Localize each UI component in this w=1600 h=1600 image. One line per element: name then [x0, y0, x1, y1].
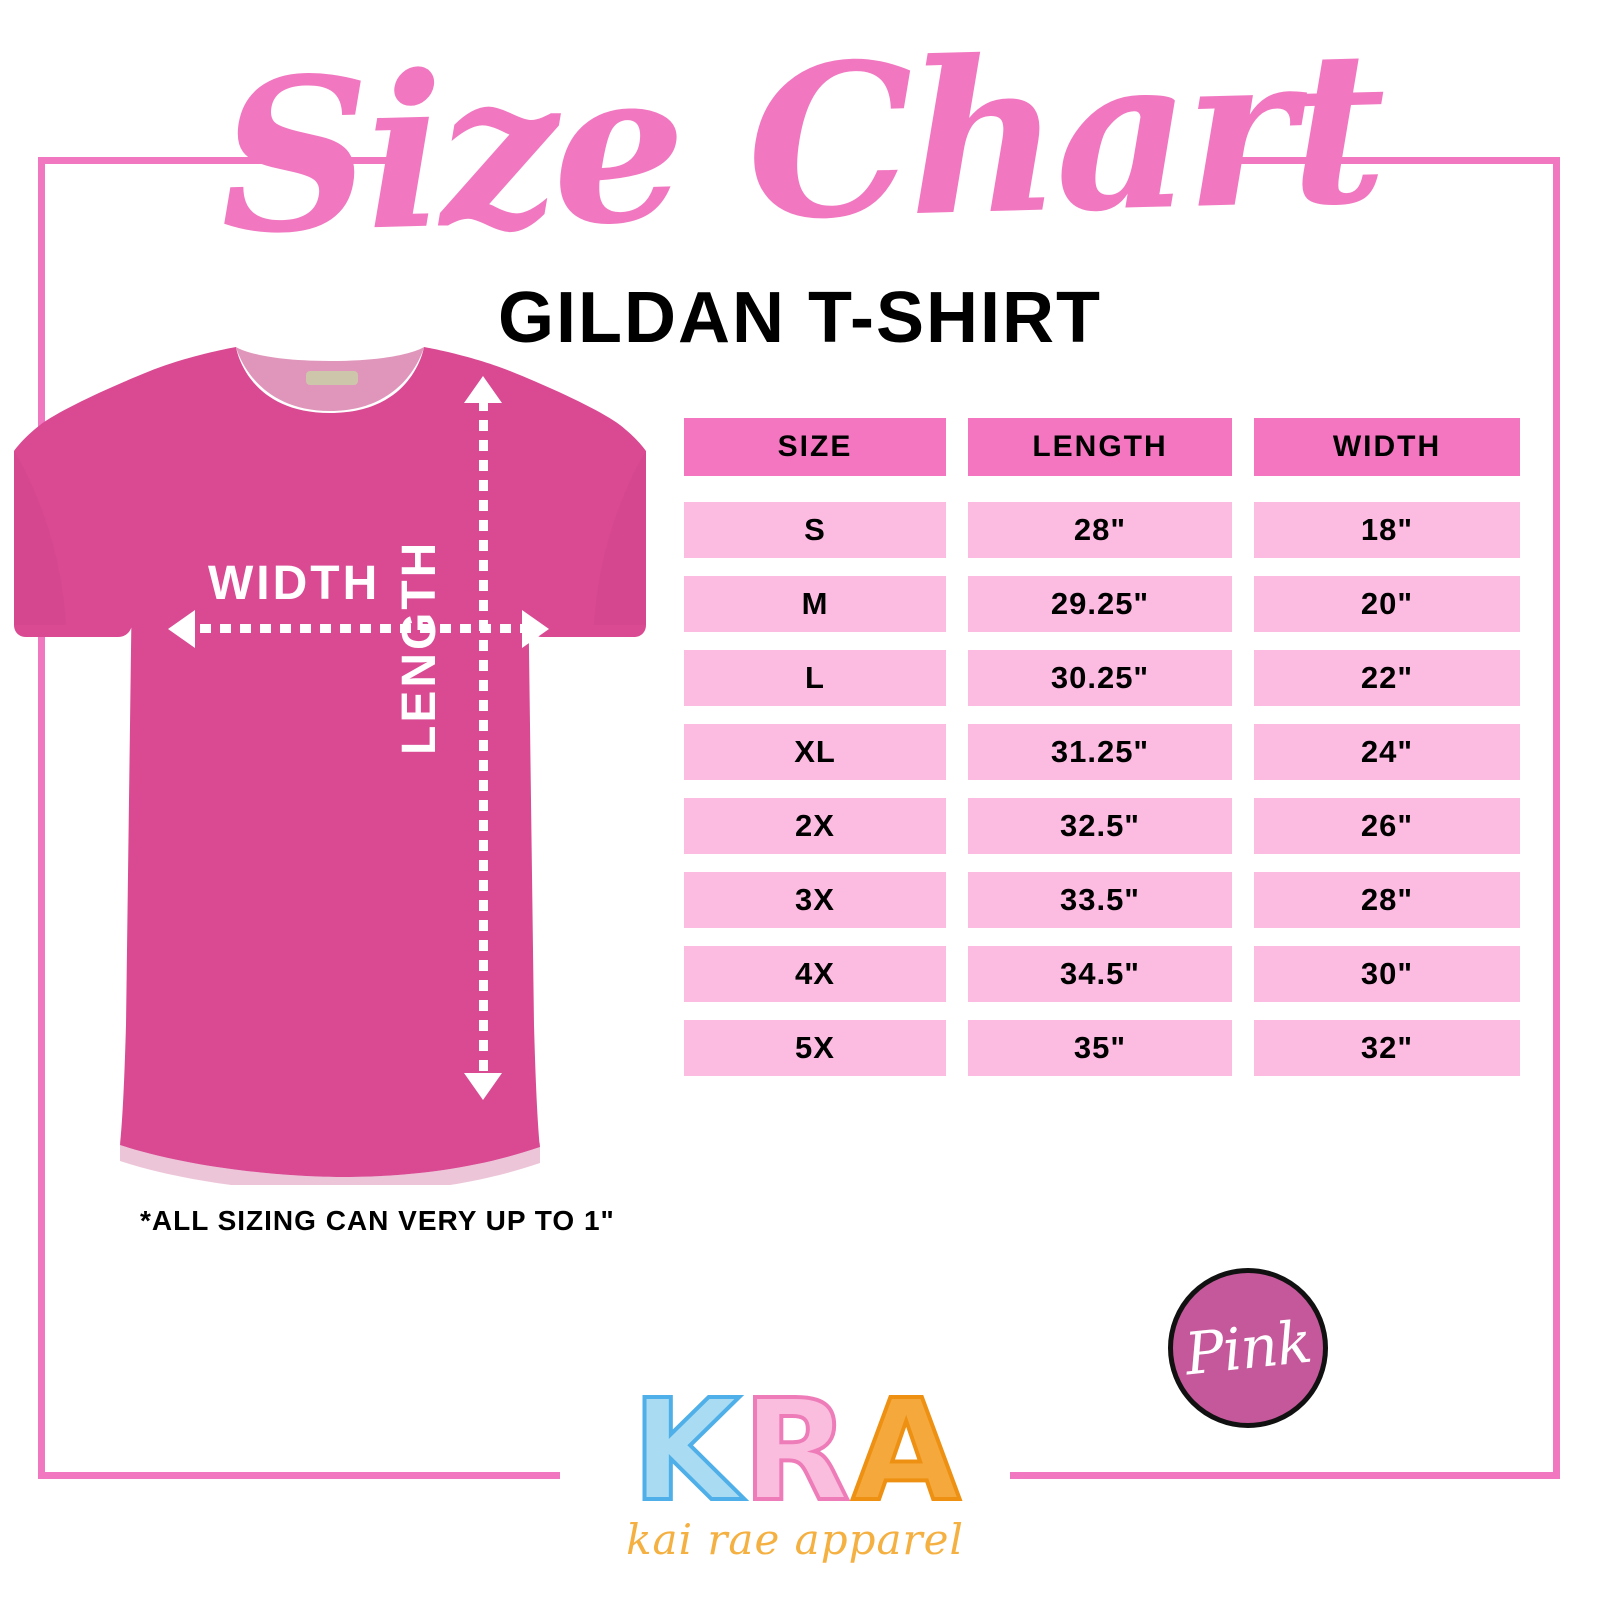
sizing-disclaimer: *ALL SIZING CAN VERY UP TO 1": [140, 1205, 615, 1236]
frame-border-left: [38, 157, 45, 1479]
length-measure-line: [479, 400, 488, 1080]
page-title: Size Chart: [216, 3, 1384, 282]
width-measure-line: [200, 624, 530, 633]
cell-size: M: [684, 576, 946, 632]
cell-width: 30": [1254, 946, 1520, 1002]
cell-length: 33.5": [968, 872, 1232, 928]
brand-logo-letters: K R A: [560, 1370, 1030, 1533]
frame-border-top-left: [38, 157, 388, 164]
cell-length: 28": [968, 502, 1232, 558]
cell-size: 3X: [684, 872, 946, 928]
table-row: 3X 33.5" 28": [684, 872, 1532, 928]
frame-border-right: [1553, 157, 1560, 1479]
column-header-size: SIZE: [684, 418, 946, 476]
column-header-length: LENGTH: [968, 418, 1232, 476]
frame-border-bottom-left: [38, 1472, 560, 1479]
brand-tagline: kai rae apparel: [626, 1515, 964, 1564]
cell-width: 32": [1254, 1020, 1520, 1076]
width-dimension-label: WIDTH: [208, 557, 381, 610]
arrow-right-icon: [522, 610, 549, 648]
color-swatch-label: Pink: [1181, 1307, 1315, 1389]
table-row: 2X 32.5" 26": [684, 798, 1532, 854]
cell-length: 32.5": [968, 798, 1232, 854]
cell-size: 4X: [684, 946, 946, 1002]
cell-size: 5X: [684, 1020, 946, 1076]
frame-border-top-right: [1208, 157, 1560, 164]
cell-length: 34.5": [968, 946, 1232, 1002]
table-header-row: SIZE LENGTH WIDTH: [684, 418, 1532, 476]
cell-width: 18": [1254, 502, 1520, 558]
logo-letter-k: K: [630, 1370, 742, 1533]
product-title: GILDAN T-SHIRT: [498, 278, 1102, 358]
table-row: L 30.25" 22": [684, 650, 1532, 706]
cell-size: 2X: [684, 798, 946, 854]
arrow-down-icon: [464, 1073, 502, 1100]
size-chart-table: SIZE LENGTH WIDTH S 28" 18" M 29.25" 20"…: [684, 418, 1532, 1094]
cell-size: XL: [684, 724, 946, 780]
cell-size: L: [684, 650, 946, 706]
cell-width: 26": [1254, 798, 1520, 854]
tshirt-illustration: [0, 325, 660, 1185]
arrow-up-icon: [464, 376, 502, 403]
cell-width: 24": [1254, 724, 1520, 780]
logo-letter-a: A: [850, 1370, 962, 1533]
cell-length: 35": [968, 1020, 1232, 1076]
cell-width: 20": [1254, 576, 1520, 632]
cell-size: S: [684, 502, 946, 558]
table-row: M 29.25" 20": [684, 576, 1532, 632]
cell-length: 29.25": [968, 576, 1232, 632]
table-row: XL 31.25" 24": [684, 724, 1532, 780]
arrow-left-icon: [168, 610, 195, 648]
cell-width: 28": [1254, 872, 1520, 928]
cell-length: 31.25": [968, 724, 1232, 780]
column-header-width: WIDTH: [1254, 418, 1520, 476]
brand-logo: K R A kai rae apparel: [560, 1370, 1030, 1592]
length-dimension-label: LENGTH: [393, 539, 446, 755]
table-row: 5X 35" 32": [684, 1020, 1532, 1076]
frame-border-bottom-right: [1010, 1472, 1560, 1479]
tshirt-icon: [14, 347, 646, 1185]
cell-length: 30.25": [968, 650, 1232, 706]
cell-width: 22": [1254, 650, 1520, 706]
color-swatch-pink: Pink: [1168, 1268, 1328, 1428]
logo-letter-r: R: [740, 1370, 852, 1533]
table-row: 4X 34.5" 30": [684, 946, 1532, 1002]
table-row: S 28" 18": [684, 502, 1532, 558]
